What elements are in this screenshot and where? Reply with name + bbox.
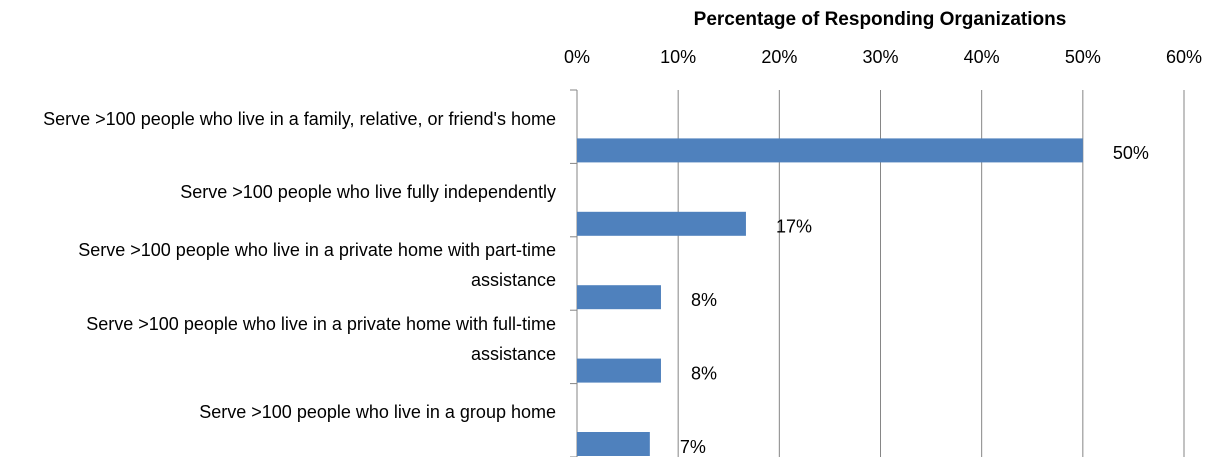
bar [577, 432, 650, 456]
x-tick-label: 30% [862, 47, 898, 67]
data-label: 17% [776, 217, 812, 237]
x-tick-label: 60% [1166, 47, 1202, 67]
data-label: 7% [680, 437, 706, 457]
data-label: 8% [691, 290, 717, 310]
bar [577, 358, 661, 383]
data-label: 50% [1113, 143, 1149, 163]
y-tick-label: Serve >100 people who live in a private … [78, 240, 556, 291]
y-tick-label: Serve >100 people who live in a family, … [43, 108, 556, 129]
y-tick-label: Serve >100 people who live in a group ho… [199, 402, 556, 423]
x-axis-title: Percentage of Responding Organizations [694, 9, 1067, 30]
x-tick-label: 0% [564, 47, 590, 67]
bar [577, 138, 1083, 163]
x-tick-label: 40% [964, 47, 1000, 67]
x-tick-label: 50% [1065, 47, 1101, 67]
y-tick-label: Serve >100 people who live in a private … [86, 313, 556, 364]
y-tick-label: Serve >100 people who live fully indepen… [180, 182, 556, 203]
bar [577, 211, 746, 236]
x-tick-label: 10% [660, 47, 696, 67]
x-tick-label: 20% [761, 47, 797, 67]
bar [577, 285, 661, 310]
data-label: 8% [691, 363, 717, 383]
